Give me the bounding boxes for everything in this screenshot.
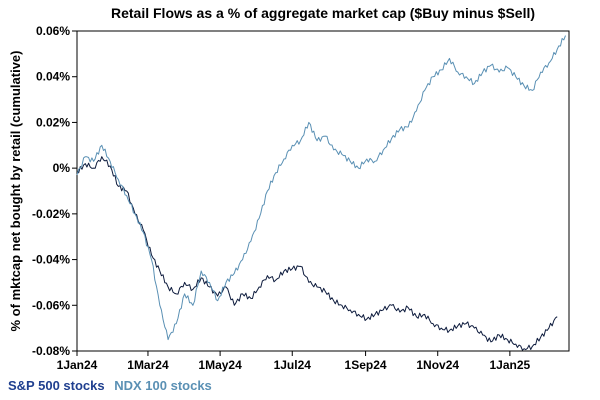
svg-text:S&P 500 stocks NDX 100 sto[interactable]: S&P 500 stocks NDX 100 stocks	[8, 378, 212, 393]
y-tick-label: 0%	[53, 161, 71, 175]
y-axis-label: % of mktcap net bought by retail (cumula…	[8, 51, 23, 332]
y-tick-label: -0.04%	[32, 253, 70, 267]
y-tick-label: 0.06%	[36, 24, 70, 38]
x-axis: 1Jan24 1Mar24 1May24 1Jul24 1Sep24 1Nov24 1Jan…	[57, 351, 531, 372]
chart-title: Retail Flows as a % of aggregate market …	[111, 5, 535, 21]
y-tick-label: 0.04%	[36, 70, 70, 84]
x-tick-label: 1Jan25	[490, 358, 531, 372]
legend-item-sp500[interactable]: S&P 500 stocks	[8, 378, 105, 393]
y-tick-label: 0.02%	[36, 115, 70, 129]
y-tick-label: -0.02%	[32, 207, 70, 221]
x-tick-label: 1Mar24	[127, 358, 169, 372]
y-axis: -0.08% -0.06% -0.04% -0.02% 0% 0.02% 0.04% 0.06…	[32, 24, 77, 358]
x-tick-label: 1Nov24	[416, 358, 459, 372]
plot-area	[76, 30, 570, 352]
x-tick-label: 1Jan24	[57, 358, 98, 372]
x-tick-label: 1May24	[198, 358, 242, 372]
series-layer	[76, 35, 566, 351]
x-tick-label: 1Jul24	[274, 358, 312, 372]
legend-item-ndx100[interactable]: NDX 100 stocks	[114, 378, 212, 393]
x-tick-label: 1Sep24	[345, 358, 387, 372]
series-line-ndx100	[76, 35, 566, 341]
y-tick-label: -0.06%	[32, 298, 70, 312]
y-tick-label: -0.08%	[32, 344, 70, 358]
series-line-sp500	[77, 156, 558, 351]
